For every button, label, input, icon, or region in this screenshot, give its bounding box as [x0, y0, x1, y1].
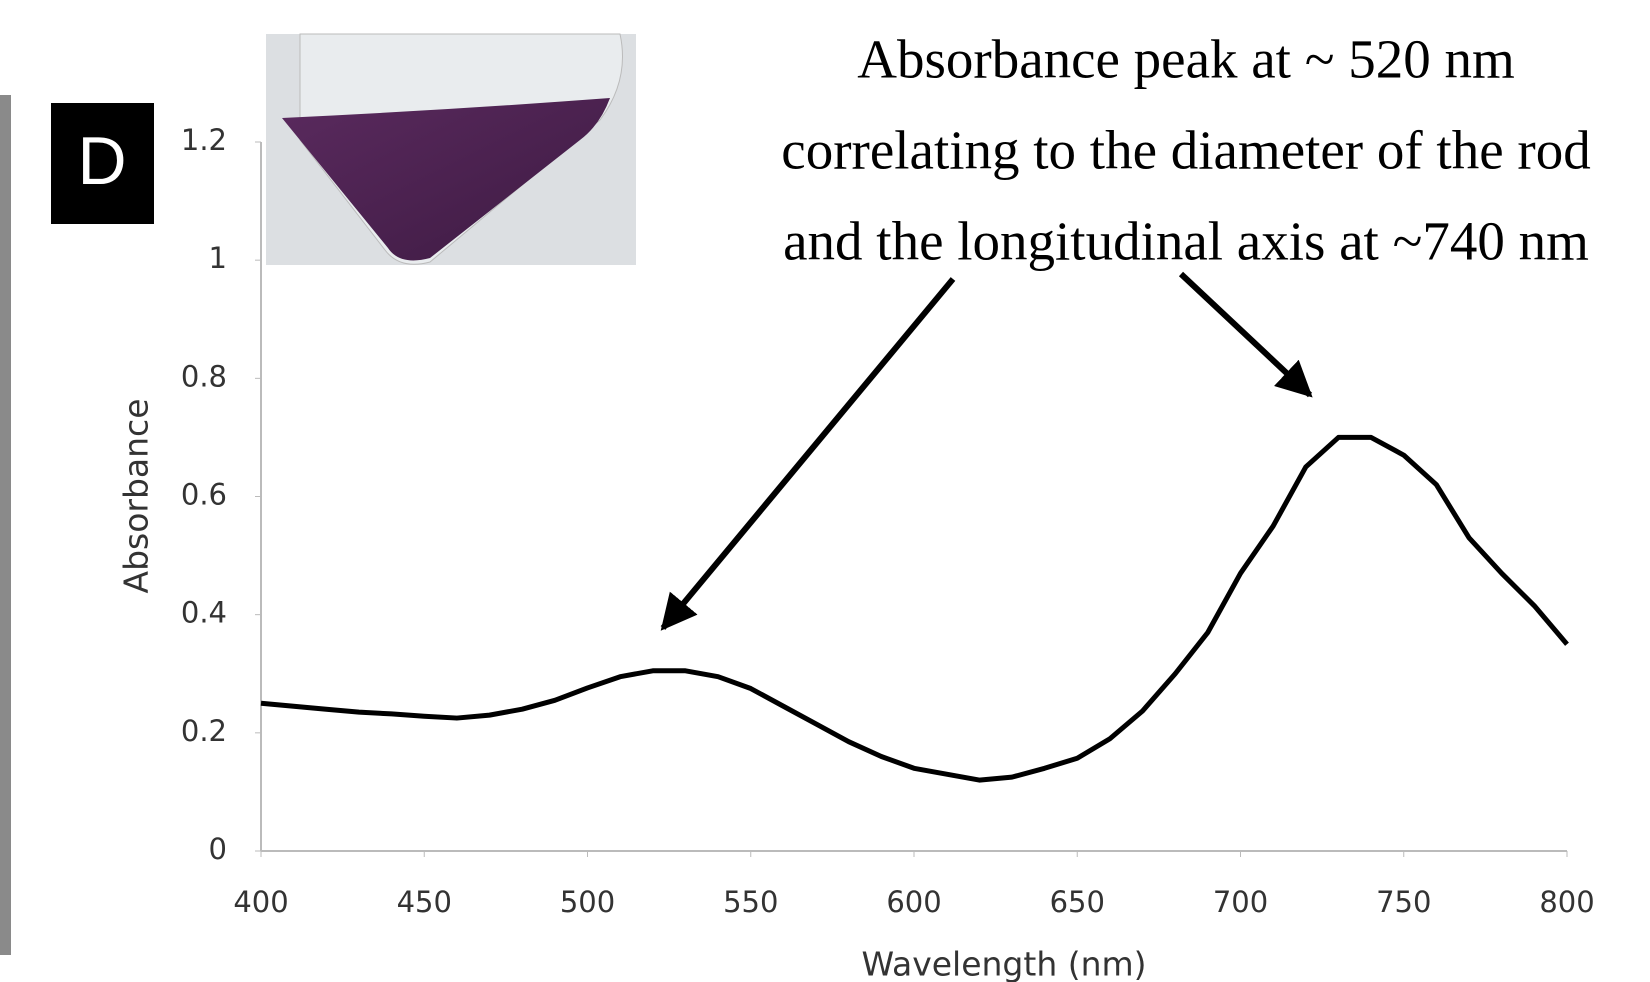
x-tick-label: 800 [1539, 885, 1594, 919]
x-axis-label: Wavelength (nm) [861, 945, 1146, 982]
x-tick-label: 500 [560, 885, 615, 919]
y-tick-label: 0 [209, 832, 227, 866]
x-tick-label: 450 [397, 885, 452, 919]
annotation: correlating to the diameter of the rod [781, 120, 1590, 181]
y-tick-label: 1 [209, 241, 227, 275]
x-tick-label: 550 [723, 885, 778, 919]
annotation: and the longitudinal axis at ~740 nm [783, 211, 1589, 272]
y-tick-label: 0.4 [181, 596, 227, 630]
y-tick-label: 0.2 [181, 714, 227, 748]
y-tick-label: 0.6 [181, 478, 227, 512]
x-tick-label: 400 [233, 885, 288, 919]
arrow [1178, 271, 1313, 398]
x-tick-label: 650 [1050, 885, 1105, 919]
x-tick-label: 600 [886, 885, 941, 919]
annotation: Absorbance peak at ~ 520 nm [857, 29, 1514, 90]
panel-label-box [51, 103, 154, 224]
y-tick-label: 0.8 [181, 359, 227, 393]
arrow [660, 277, 956, 631]
side-strip [0, 95, 11, 955]
y-axis-label: Absorbance [117, 398, 156, 593]
spectrum-line [260, 434, 1569, 783]
photo-inset [266, 33, 636, 265]
x-tick-label: 700 [1213, 885, 1268, 919]
y-tick-label: 1.2 [181, 123, 227, 157]
panel-label: D [77, 123, 126, 199]
x-tick-label: 750 [1376, 885, 1431, 919]
